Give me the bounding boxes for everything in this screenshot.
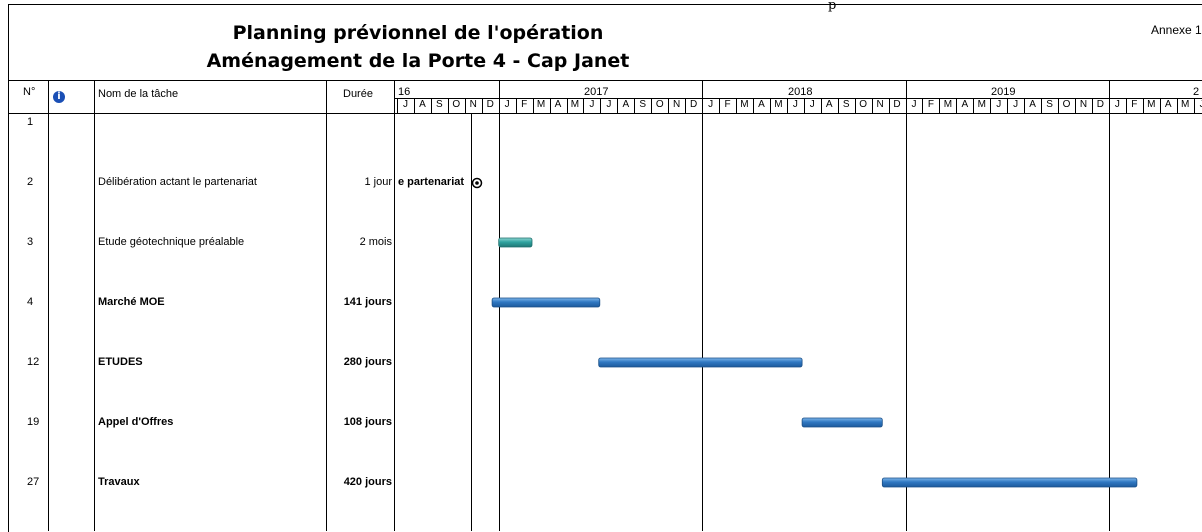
month-label: N xyxy=(876,99,884,110)
row-id-4: 4 xyxy=(27,296,34,308)
task-duration-deliberation: 1 jour xyxy=(364,176,392,188)
page-header-fragment: p xyxy=(828,0,837,13)
col-divider-id xyxy=(48,80,49,531)
column-header-name: Nom de la tâche xyxy=(98,88,179,100)
month-label: D xyxy=(1096,99,1105,110)
task-duration-marche-moe: 141 jours xyxy=(343,296,392,308)
month-label: A xyxy=(1164,99,1172,110)
milestone-label: e partenariat xyxy=(398,176,467,188)
chart-title-line-2: Aménagement de la Porte 4 - Cap Janet xyxy=(206,50,630,72)
month-label: A xyxy=(419,99,426,110)
month-label: D xyxy=(486,99,494,110)
column-header-duration: Durée xyxy=(343,88,373,100)
year-label-2020: 2 xyxy=(1193,86,1200,98)
month-label: A xyxy=(1029,99,1036,110)
month-label: F xyxy=(521,99,528,110)
month-label: F xyxy=(927,99,934,110)
month-label: A xyxy=(961,99,969,110)
month-label: J xyxy=(402,99,408,110)
month-label: N xyxy=(673,99,681,110)
info-icon: i xyxy=(53,91,65,103)
month-label: S xyxy=(842,99,850,110)
month-label: A xyxy=(758,99,765,110)
month-label: N xyxy=(469,99,477,110)
month-label: O xyxy=(452,99,461,110)
month-label: O xyxy=(655,99,664,110)
month-label: F xyxy=(724,99,731,110)
month-label: M xyxy=(1181,99,1190,110)
task-duration-etude-geotechnique: 2 mois xyxy=(359,236,392,248)
month-label: M xyxy=(740,99,749,110)
title-block: Planning prévionnel de l'opération Aména… xyxy=(8,5,1202,79)
month-label: O xyxy=(859,99,868,110)
gantt-bar-4 xyxy=(491,297,601,308)
task-name-deliberation: Délibération actant le partenariat xyxy=(98,176,257,188)
milestone-marker-core xyxy=(475,181,479,185)
month-label: J xyxy=(1114,99,1120,110)
year-label-2017: 2017 xyxy=(584,86,609,98)
col-divider-duration xyxy=(394,80,395,531)
task-name-etudes: ETUDES xyxy=(98,356,143,368)
column-header-id: N° xyxy=(23,86,36,98)
annexe-label: Annexe 1 xyxy=(1151,23,1202,37)
task-duration-travaux: 420 jours xyxy=(343,476,392,488)
row-id-2: 2 xyxy=(27,176,34,188)
month-label: J xyxy=(792,99,798,110)
month-label: M xyxy=(1147,99,1156,110)
gantt-bar-27 xyxy=(881,477,1138,488)
month-label: S xyxy=(436,99,443,110)
month-label: J xyxy=(911,99,917,110)
month-label: N xyxy=(1079,99,1088,110)
month-label: J xyxy=(1196,99,1202,110)
month-label: J xyxy=(589,99,595,110)
month-label: J xyxy=(504,99,510,110)
month-label: F xyxy=(1131,99,1138,110)
header-bottom-line xyxy=(8,113,1202,114)
month-label: A xyxy=(554,99,562,110)
row-id-19: 19 xyxy=(27,416,40,428)
month-label: S xyxy=(639,99,647,110)
year-label-2018: 2018 xyxy=(788,86,813,98)
task-duration-etudes: 280 jours xyxy=(343,356,392,368)
row-id-1: 1 xyxy=(27,116,34,128)
month-label: J xyxy=(996,99,1002,110)
col-divider-name xyxy=(326,80,327,531)
month-label: M xyxy=(943,99,953,110)
col-divider-info xyxy=(94,80,95,531)
month-label: J xyxy=(606,99,612,110)
chart-title-line-1: Planning prévionnel de l'opération xyxy=(232,22,604,44)
gantt-bar-3 xyxy=(498,237,533,248)
row-id-27: 27 xyxy=(27,476,40,488)
month-label: J xyxy=(708,99,714,110)
month-label: D xyxy=(893,99,901,110)
row-id-3: 3 xyxy=(27,236,34,248)
month-label: M xyxy=(570,99,580,110)
month-label: M xyxy=(536,99,546,110)
gantt-bar-19 xyxy=(801,417,883,428)
month-label: M xyxy=(977,99,986,110)
month-label: A xyxy=(622,99,630,110)
task-name-appel-offres: Appel d'Offres xyxy=(98,416,174,428)
year-label-2016: 16 xyxy=(398,86,411,98)
gantt-bar-12 xyxy=(598,357,803,368)
month-label: M xyxy=(774,99,783,110)
task-name-travaux: Travaux xyxy=(98,476,140,488)
month-label: O xyxy=(1062,99,1071,110)
year-label-2019: 2019 xyxy=(991,86,1016,98)
task-duration-appel-offres: 108 jours xyxy=(343,416,392,428)
task-name-marche-moe: Marché MOE xyxy=(98,296,165,308)
month-label: J xyxy=(1013,99,1019,110)
month-label: D xyxy=(690,99,698,110)
header-top-line xyxy=(8,80,1202,81)
row-id-12: 12 xyxy=(27,356,40,368)
gantt-frame xyxy=(8,4,1202,532)
month-label: A xyxy=(825,99,833,110)
month-label: S xyxy=(1046,99,1053,110)
month-label: J xyxy=(809,99,815,110)
task-name-etude-geotechnique: Etude géotechnique préalable xyxy=(98,236,245,248)
